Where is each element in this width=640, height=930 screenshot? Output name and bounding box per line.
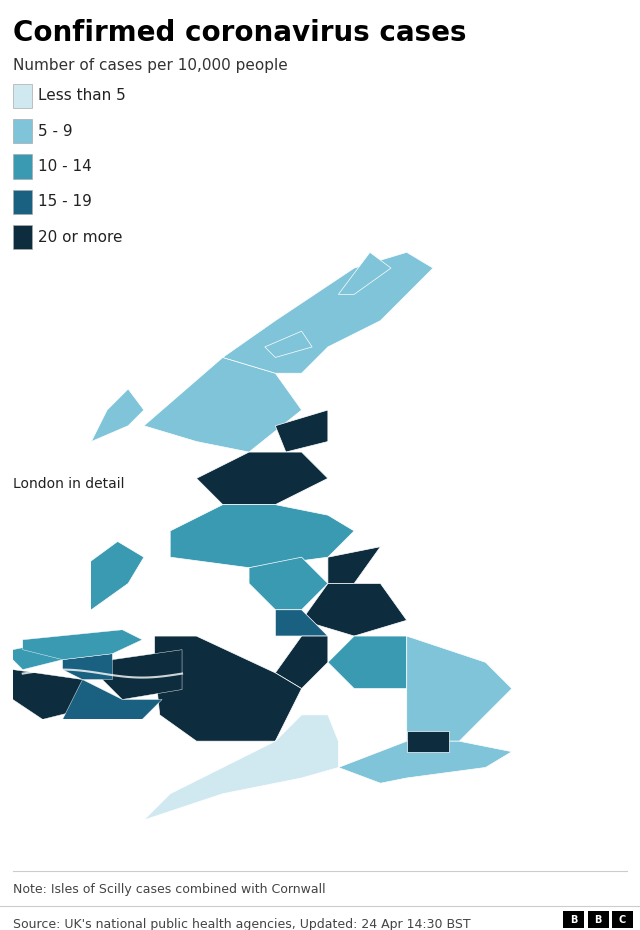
Polygon shape <box>249 557 328 610</box>
Polygon shape <box>63 654 113 680</box>
Text: C: C <box>619 915 626 924</box>
Polygon shape <box>339 741 512 783</box>
Polygon shape <box>92 389 144 442</box>
Polygon shape <box>275 410 328 452</box>
Polygon shape <box>275 636 328 688</box>
FancyBboxPatch shape <box>612 911 633 928</box>
Polygon shape <box>196 452 328 505</box>
Polygon shape <box>63 680 162 720</box>
Polygon shape <box>265 331 312 357</box>
Polygon shape <box>339 252 391 295</box>
Polygon shape <box>328 636 407 688</box>
Polygon shape <box>275 610 328 636</box>
Text: Less than 5: Less than 5 <box>38 88 126 103</box>
FancyBboxPatch shape <box>13 225 32 249</box>
FancyBboxPatch shape <box>563 911 584 928</box>
Text: London in detail: London in detail <box>13 476 124 491</box>
Text: Number of cases per 10,000 people: Number of cases per 10,000 people <box>13 59 287 73</box>
FancyBboxPatch shape <box>588 911 609 928</box>
Text: Confirmed coronavirus cases: Confirmed coronavirus cases <box>13 19 467 47</box>
Text: 5 - 9: 5 - 9 <box>38 124 73 139</box>
FancyBboxPatch shape <box>13 154 32 179</box>
Polygon shape <box>407 731 449 751</box>
Polygon shape <box>154 636 301 741</box>
Text: Source: UK's national public health agencies, Updated: 24 Apr 14:30 BST: Source: UK's national public health agen… <box>13 918 470 930</box>
Polygon shape <box>328 547 380 583</box>
Polygon shape <box>23 630 142 659</box>
Polygon shape <box>39 541 144 610</box>
Text: 15 - 19: 15 - 19 <box>38 194 92 209</box>
Text: Note: Isles of Scilly cases combined with Cornwall: Note: Isles of Scilly cases combined wit… <box>13 883 325 896</box>
FancyBboxPatch shape <box>13 119 32 143</box>
Polygon shape <box>223 252 433 373</box>
Polygon shape <box>144 715 339 820</box>
FancyBboxPatch shape <box>13 190 32 214</box>
Polygon shape <box>407 636 512 741</box>
Text: 20 or more: 20 or more <box>38 230 123 245</box>
Text: B: B <box>570 915 577 924</box>
Polygon shape <box>102 650 182 699</box>
Text: B: B <box>595 915 602 924</box>
FancyBboxPatch shape <box>13 84 32 108</box>
Polygon shape <box>13 640 63 670</box>
Polygon shape <box>13 670 83 720</box>
Polygon shape <box>170 505 354 567</box>
Polygon shape <box>301 583 407 636</box>
Polygon shape <box>144 357 301 452</box>
Text: 10 - 14: 10 - 14 <box>38 159 92 174</box>
